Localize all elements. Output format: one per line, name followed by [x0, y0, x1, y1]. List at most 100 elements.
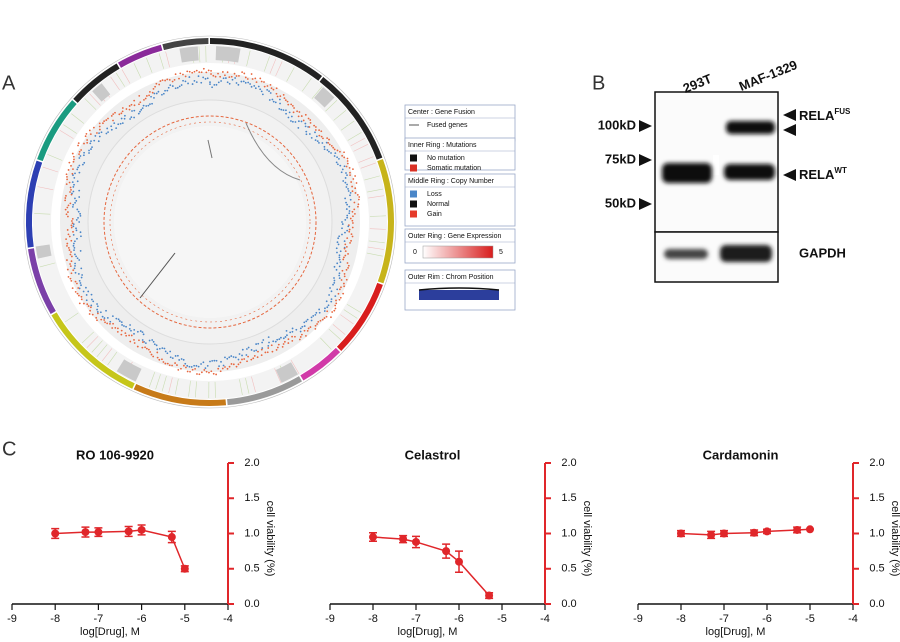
copy-number-dot [243, 358, 246, 360]
legend-title: Outer Rim : Chrom Position [408, 274, 494, 281]
expression-tick [198, 46, 201, 63]
copy-number-dot [228, 365, 231, 368]
copy-number-dot [74, 201, 76, 204]
copy-number-dot [167, 86, 170, 89]
copy-number-dot [78, 171, 81, 174]
expression-tick [364, 175, 380, 181]
copy-number-dot [255, 81, 258, 84]
copy-number-dot [79, 212, 82, 215]
copy-number-dot [346, 229, 349, 232]
copy-number-dot [306, 318, 309, 321]
copy-number-dot [321, 318, 324, 321]
copy-number-dot [215, 373, 218, 376]
y-tick-label: 0.0 [244, 598, 259, 610]
copy-number-dot [166, 78, 169, 81]
y-tick-label: 1.0 [869, 527, 884, 539]
copy-number-dot [348, 230, 351, 233]
copy-number-dot [234, 77, 237, 79]
copy-number-dot [138, 103, 140, 106]
copy-number-dot [357, 205, 359, 208]
copy-number-dot [162, 92, 165, 95]
copy-number-dot [129, 118, 132, 120]
copy-number-dot [226, 357, 229, 360]
copy-number-dot [234, 356, 237, 359]
copy-number-dot [120, 333, 123, 336]
loading-control-label: GAPDH [799, 245, 846, 260]
copy-number-dot [153, 92, 156, 95]
copy-number-dot [282, 93, 285, 96]
copy-number-dot [318, 134, 321, 137]
data-point [124, 527, 133, 536]
copy-number-dot [336, 163, 339, 166]
copy-number-dot [349, 191, 352, 194]
copy-number-dot [291, 104, 294, 107]
circos-legend: Center : Gene Fusion Fused genes Inner Rin… [404, 104, 516, 311]
copy-number-dot [66, 242, 69, 245]
copy-number-dot [284, 336, 287, 338]
copy-number-dot [66, 259, 68, 261]
copy-number-dot [145, 347, 148, 350]
expression-tick [59, 130, 74, 139]
copy-number-dot [106, 317, 109, 319]
copy-number-dot [334, 152, 337, 155]
copy-number-dot [208, 371, 210, 374]
copy-number-dot [66, 229, 69, 231]
expression-tick [346, 304, 362, 313]
copy-number-dot [260, 354, 263, 357]
expression-tick [369, 228, 386, 230]
copy-number-dot [247, 355, 249, 358]
copy-number-dot [214, 75, 217, 78]
copy-number-dot [287, 342, 290, 344]
legend-item: Somatic mutation [427, 165, 481, 172]
copy-number-dot [120, 329, 123, 332]
copy-number-dot [305, 320, 308, 323]
expression-tick [311, 86, 323, 99]
x-axis-label: log[Drug], M [80, 626, 140, 638]
copy-number-dot [71, 217, 74, 220]
copy-number-dot [109, 320, 112, 323]
copy-number-dot [164, 362, 167, 365]
copy-number-dot [343, 151, 345, 154]
copy-number-dot [182, 73, 184, 76]
copy-number-dot [156, 356, 159, 359]
expression-block [215, 46, 241, 63]
expression-tick [89, 93, 101, 106]
copy-number-dot [106, 322, 109, 325]
copy-number-dot [268, 90, 270, 93]
copy-number-dot [67, 215, 69, 218]
copy-number-dot [171, 357, 174, 360]
expression-tick [239, 379, 243, 396]
copy-number-dot [344, 254, 347, 257]
copy-number-dot [140, 108, 143, 111]
copy-number-dot [345, 268, 348, 271]
copy-number-dot [354, 192, 357, 194]
copy-number-dot [120, 112, 123, 115]
copy-number-dot [74, 172, 76, 175]
expression-tick [368, 195, 385, 199]
copy-number-dot [166, 89, 169, 92]
copy-number-dot [105, 119, 108, 121]
copy-number-dot [310, 136, 313, 139]
copy-number-dot [70, 251, 72, 253]
copy-number-dot [179, 72, 182, 75]
chart-title: Cardamonin [703, 447, 779, 462]
copy-number-dot [176, 354, 179, 357]
expression-tick [301, 78, 312, 92]
copy-number-dot [66, 175, 68, 178]
chrom-rim [300, 347, 341, 381]
copy-number-dot [328, 150, 330, 153]
y-axis-label: cell viability (%) [889, 501, 900, 577]
copy-number-dot [70, 164, 72, 167]
western-blot: 293T MAF-1329 100kD 75kD 50kD RELAFUS RE… [598, 57, 851, 283]
band [726, 121, 775, 134]
legend-item: Fused genes [427, 122, 468, 129]
copy-number-dot [348, 212, 351, 215]
copy-number-dot [195, 69, 198, 72]
copy-number-dot [150, 353, 153, 356]
copy-number-dot [72, 203, 75, 206]
copy-number-dot [72, 160, 75, 163]
copy-number-dot [257, 342, 260, 345]
copy-number-dot [334, 304, 337, 307]
copy-number-dot [78, 221, 81, 223]
copy-number-dot [66, 206, 69, 209]
